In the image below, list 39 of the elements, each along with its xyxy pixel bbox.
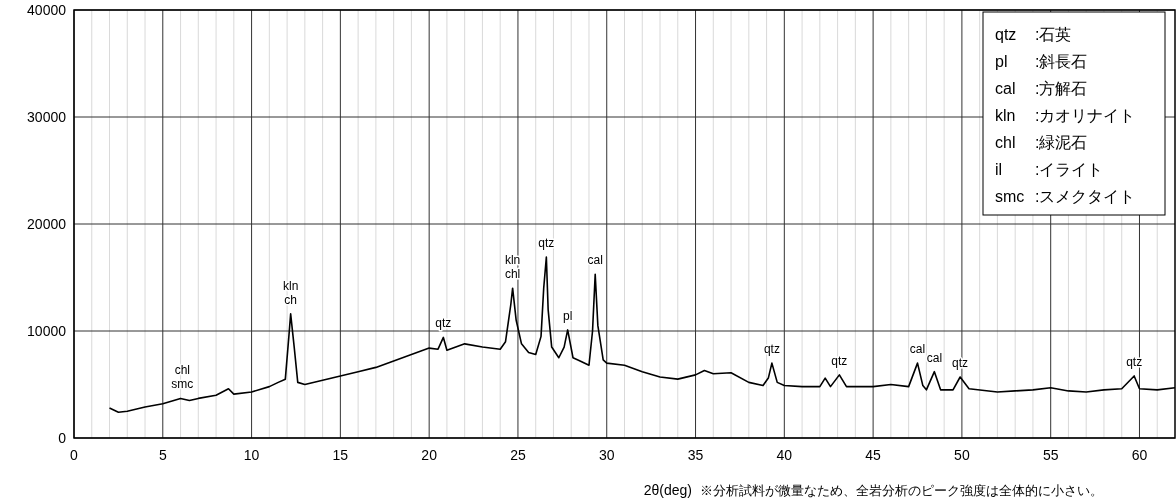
x-tick-label: 60 [1131,447,1148,463]
x-tick-label: 0 [70,447,79,463]
y-tick-label: 10000 [27,323,67,339]
annotation: qtz [763,342,780,357]
annotation: pl [563,308,573,323]
annotation: qtz :石英 [995,26,1072,43]
x-tick-label: 10 [243,447,260,463]
x-tick-label: 45 [865,447,882,463]
annotation: smc :スメクタイト [995,188,1136,205]
text: chl :緑泥石 [995,134,1088,151]
x-tick-label: 20 [421,447,438,463]
text: pl :斜長石 [995,53,1088,70]
annotation: cal [909,342,926,357]
text: cal :方解石 [995,80,1088,97]
y-tick-label: 0 [58,430,67,446]
x-tick-label: 35 [687,447,704,463]
y-tick-label: 40000 [27,2,67,18]
x-tick-label: 50 [954,447,970,463]
annotation: qtz [435,316,452,331]
annotation: kln chl [504,253,521,282]
x-tick-label: 5 [158,447,167,463]
y-tick-label: 30000 [27,109,67,125]
y-tick-label: 20000 [27,216,67,232]
annotation: kln ch [282,278,299,307]
annotation: cal [926,350,943,365]
annotation: qtz [538,236,555,251]
x-tick-label: 40 [776,447,793,463]
x-tick-label: 25 [510,447,526,463]
text: kln :カオリナイト [995,107,1136,124]
annotation: cal [587,253,603,268]
text: ※分析試料が微量なため、全岩分析のピーク強度は全体的に小さい。 [700,483,1103,498]
text: il :イライト [995,161,1104,178]
annotation: qtz [952,356,969,371]
x-tick-label: 15 [332,447,349,463]
x-tick-label: 55 [1042,447,1059,463]
x-tick-label: 30 [598,447,615,463]
annotation: chl smc [171,363,194,392]
x-axis-title: 2θ(deg) [643,482,692,498]
annotation: qtz [831,353,848,368]
